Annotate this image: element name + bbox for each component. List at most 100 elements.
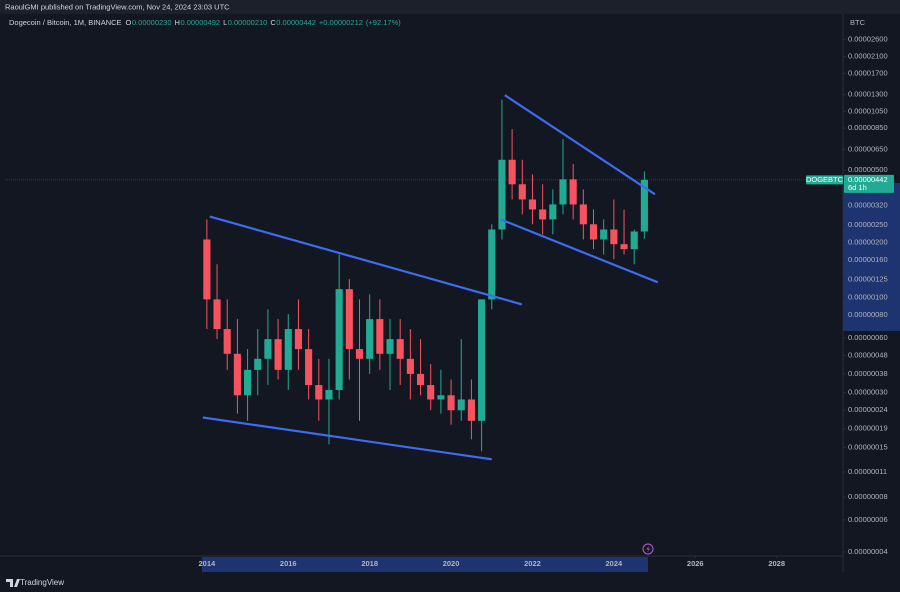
candle-body — [478, 299, 486, 421]
y-tick-label: 0.00000125 — [848, 275, 888, 284]
ohlc-key: C — [270, 18, 276, 27]
candle-body — [274, 339, 282, 370]
symbol-tag — [806, 175, 843, 185]
ohlc-value: 0.00000210 — [228, 18, 268, 27]
candle-body — [467, 399, 475, 421]
event-bolt — [646, 545, 650, 553]
y-tick-label: 0.00001700 — [848, 68, 888, 77]
x-tick-label: 2016 — [280, 559, 297, 568]
candle-body — [345, 289, 353, 350]
candle-body — [203, 239, 211, 300]
y-tick-label: 0.00000160 — [848, 255, 888, 264]
price-label: 0.00000442 — [848, 175, 888, 184]
candle-body — [244, 369, 252, 396]
ohlc-key: O — [126, 18, 132, 27]
trendline — [202, 416, 492, 461]
time-range-highlight — [202, 557, 648, 572]
y-tick-label: 0.00000015 — [848, 442, 888, 451]
ohlc-value: 0.00000442 — [276, 18, 316, 27]
event-icon — [642, 543, 654, 555]
y-tick-label: 0.00000019 — [848, 424, 888, 433]
y-tick-label: 0.00002100 — [848, 52, 888, 61]
ohlc-change: (+92.17%) — [366, 18, 401, 27]
trendline — [504, 94, 656, 196]
price-range-highlight — [843, 183, 900, 331]
y-tick-label: 0.00000320 — [848, 200, 888, 209]
countdown-label: 6d 1h — [848, 183, 867, 192]
ohlc-value: 0.00000230 — [132, 18, 172, 27]
candle-body — [254, 358, 262, 370]
y-tick-label: 0.00000038 — [848, 369, 888, 378]
candle-body — [549, 204, 557, 220]
unit-label: BTC — [850, 18, 866, 27]
trendline — [500, 218, 659, 284]
footer — [0, 572, 900, 592]
symbol-label: DOGEBTC — [806, 175, 844, 184]
y-tick-label: 0.00000048 — [848, 350, 888, 359]
brand: TradingView — [20, 578, 64, 587]
publish-bar — [0, 0, 900, 14]
x-tick-label: 2014 — [199, 559, 217, 568]
y-tick-label: 0.00000850 — [848, 123, 888, 132]
candle-body — [610, 229, 618, 245]
candle-body — [223, 329, 231, 354]
candle-body — [640, 179, 648, 232]
y-tick-label: 0.00002600 — [848, 35, 888, 44]
candle-body — [457, 399, 465, 411]
y-tick-label: 0.00000060 — [848, 333, 888, 342]
ohlc-key: H — [175, 18, 180, 27]
ohlc-legend: O 0.00000230 H 0.00000492 L 0.00000210 C 0.0000… — [126, 18, 402, 27]
candle-body — [508, 159, 516, 185]
y-tick-label: 0.00000500 — [848, 165, 888, 174]
plot-area — [5, 94, 843, 461]
candle-body — [579, 204, 587, 225]
y-tick-label: 0.00000004 — [848, 547, 888, 556]
y-tick-label: 0.00000650 — [848, 144, 888, 153]
candle-body — [416, 373, 425, 386]
candle-body — [315, 385, 323, 400]
candle-body — [284, 329, 292, 370]
candle-body — [366, 319, 374, 359]
candle-body — [294, 329, 303, 350]
candle-body — [355, 349, 364, 359]
candle-body — [498, 159, 506, 230]
trendline — [209, 215, 523, 306]
y-tick-label: 0.00000250 — [848, 220, 888, 229]
y-tick-label: 0.00000080 — [848, 310, 888, 319]
y-tick-label: 0.00000011 — [848, 467, 887, 476]
candle-body — [539, 209, 547, 220]
publisher: RaoulGMI published on TradingView.com, N… — [5, 2, 230, 11]
candle-body — [600, 229, 608, 240]
candle-body — [630, 231, 638, 250]
candle-body — [376, 319, 384, 354]
candle-body — [213, 299, 221, 330]
y-tick-label: 0.00000006 — [848, 515, 888, 524]
candle-body — [233, 353, 241, 396]
x-tick-label: 2022 — [524, 559, 541, 568]
candle-body — [437, 395, 445, 400]
x-tick-label: 2024 — [606, 559, 624, 568]
y-tick-label: 0.00001300 — [848, 90, 888, 99]
chart-title: Dogecoin / Bitcoin, 1M, BINANCE — [9, 18, 122, 27]
ohlc-change: +0.00000212 — [319, 18, 363, 27]
price-tag — [844, 174, 894, 193]
candle-body — [447, 395, 455, 411]
x-tick-label: 2028 — [768, 559, 785, 568]
candle-body — [335, 289, 343, 391]
candle-body — [386, 339, 394, 354]
candle-body — [569, 179, 577, 205]
brand-logo — [6, 579, 20, 587]
candle-body — [305, 349, 313, 386]
candle-body — [427, 385, 435, 400]
candle-body — [488, 229, 496, 300]
ohlc-value: 0.00000492 — [180, 18, 220, 27]
candle-body — [406, 358, 414, 374]
candle-body — [396, 339, 404, 359]
candle-body — [589, 224, 598, 240]
y-tick-label: 0.00000008 — [848, 492, 888, 501]
y-tick-label: 0.00000024 — [848, 405, 888, 414]
y-tick-label: 0.00000100 — [848, 292, 888, 301]
candle-body — [325, 390, 333, 400]
